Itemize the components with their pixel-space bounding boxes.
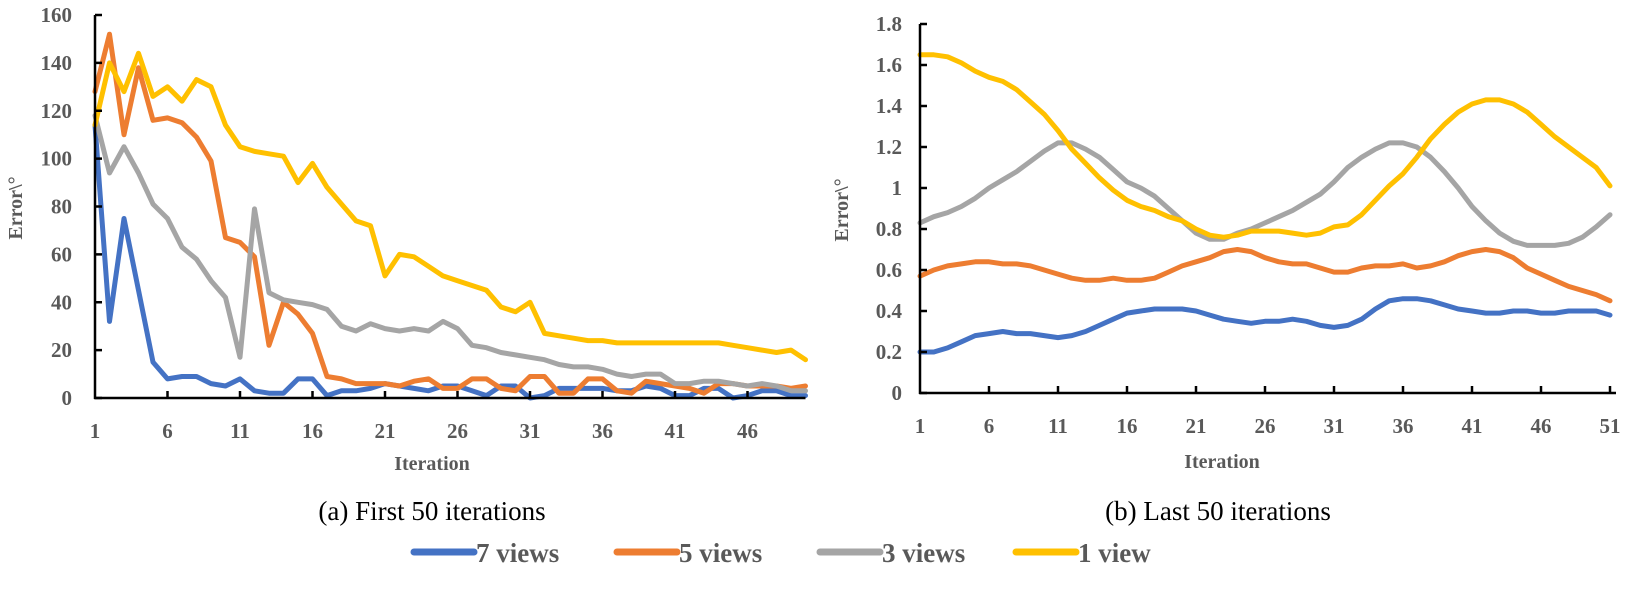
chart-a-x-tick-label: 31 (520, 419, 541, 443)
chart-a-x-tick-label: 6 (162, 419, 173, 443)
chart-b-caption: (b) Last 50 iterations (1105, 496, 1331, 526)
chart-b-x-tick-label: 1 (915, 414, 926, 438)
chart-b-series-7-views (917, 296, 1613, 355)
chart-a-y-tick-label: 40 (51, 290, 72, 314)
legend-item-1-view: 1 view (1012, 538, 1151, 568)
chart-a-y-tick-label: 60 (51, 242, 72, 266)
chart-b-x-tick-label: 36 (1393, 414, 1414, 438)
chart-a-x-tick-label: 16 (302, 419, 323, 443)
chart-a-y-tick-label: 20 (51, 338, 72, 362)
chart-a-caption: (a) First 50 iterations (318, 496, 545, 526)
chart-a-x-tick-label: 46 (737, 419, 758, 443)
chart-b-x-tick-label: 16 (1117, 414, 1138, 438)
chart-b-y-tick-label: 1.4 (876, 94, 903, 118)
chart-b-axes: 00.20.40.60.811.21.41.61.81 6 11 16 21 26 31 36… (876, 12, 1621, 438)
legend-item-3-views: 3 views (816, 538, 965, 568)
chart-a-series-5-views (92, 31, 808, 396)
chart-a-y-tick-label: 120 (41, 99, 73, 123)
legend-label: 1 view (1078, 538, 1151, 568)
chart-b-last-50-iterations: 00.20.40.60.811.21.41.61.81 6 11 16 21 26 31 36… (831, 12, 1621, 526)
chart-b-y-tick-label: 0.4 (876, 299, 903, 323)
legend-item-5-views: 5 views (613, 538, 762, 568)
chart-b-y-tick-label: 0.8 (876, 217, 902, 241)
chart-a-y-tick-label: 100 (41, 147, 73, 171)
chart-b-x-tick-label: 6 (984, 414, 995, 438)
chart-b-x-tick-label: 46 (1531, 414, 1552, 438)
chart-a-series (92, 31, 808, 401)
chart-a-x-tick-label: 1 (90, 419, 101, 443)
chart-b-y-tick-label: 0 (892, 381, 903, 405)
chart-a-x-tick-label: 11 (230, 419, 250, 443)
chart-b-x-tick-label: 31 (1324, 414, 1345, 438)
chart-a-y-tick-label: 140 (41, 51, 73, 75)
chart-b-x-axis-title: Iteration (1184, 451, 1260, 473)
chart-b-y-tick-label: 0.6 (876, 258, 902, 282)
chart-b-x-tick-label: 41 (1462, 414, 1483, 438)
chart-a-y-tick-label: 80 (51, 195, 72, 219)
legend-label: 5 views (679, 538, 762, 568)
legend-item-7-views: 7 views (410, 538, 559, 568)
chart-a-y-axis-title: Error\° (5, 176, 27, 239)
chart-a-series-3-views (92, 113, 808, 394)
chart-a-x-axis-title: Iteration (394, 453, 470, 475)
legend-label: 3 views (882, 538, 965, 568)
chart-b-series-1-view (917, 52, 1613, 240)
chart-a-series-1-view (92, 50, 808, 363)
chart-b-y-axis-title: Error\° (831, 178, 853, 241)
chart-a-x-tick-label: 36 (592, 419, 613, 443)
chart-a-x-tick-label: 41 (665, 419, 686, 443)
chart-a-series-7-views (92, 122, 808, 401)
chart-b-y-tick-label: 1.6 (876, 53, 902, 77)
chart-b-x-tick-label: 21 (1186, 414, 1207, 438)
legend-label: 7 views (476, 538, 559, 568)
chart-a-y-tick-label: 0 (62, 386, 73, 410)
legend: 7 views 5 views 3 views 1 view (410, 538, 1151, 568)
chart-b-x-tick-label: 51 (1600, 414, 1621, 438)
chart-b-series (917, 52, 1613, 355)
chart-b-x-tick-label: 26 (1255, 414, 1276, 438)
chart-b-y-tick-label: 1.8 (876, 12, 902, 36)
chart-b-y-tick-label: 1.2 (876, 135, 902, 159)
chart-b-y-tick-label: 0.2 (876, 340, 902, 364)
chart-b-series-3-views (917, 140, 1613, 248)
chart-a-x-tick-label: 26 (447, 419, 468, 443)
chart-b-series-5-views (917, 247, 1613, 304)
chart-a-x-tick-label: 21 (375, 419, 396, 443)
chart-a-y-tick-label: 160 (41, 3, 73, 27)
chart-b-y-tick-label: 1 (892, 176, 903, 200)
chart-b-x-tick-label: 11 (1048, 414, 1068, 438)
